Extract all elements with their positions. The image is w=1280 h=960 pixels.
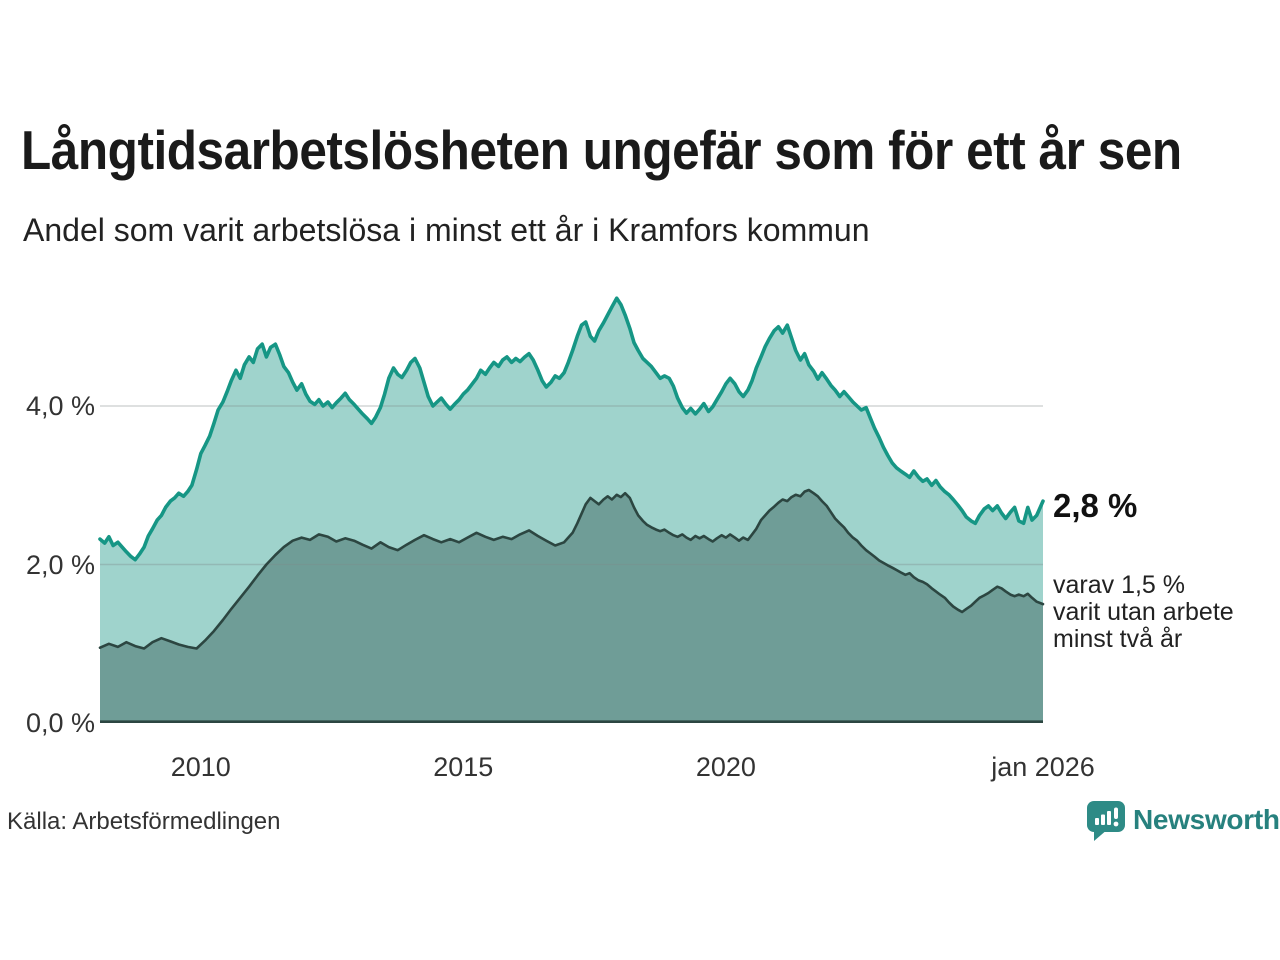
chart-title: Långtidsarbetslösheten ungefär som för e…	[21, 119, 1182, 181]
x-axis-tick-label: 2010	[170, 752, 231, 782]
chart-subtitle: Andel som varit arbetslösa i minst ett å…	[23, 212, 870, 248]
x-axis-tick-label: 2015	[433, 752, 494, 782]
area-fill-two-years	[100, 490, 1043, 723]
latest-value-label: 2,8 %	[1053, 487, 1138, 524]
series-line-total	[98, 296, 1045, 562]
x-axis-tick-label: jan 2026	[991, 752, 1095, 782]
newsworthy-logo-icon	[1087, 801, 1125, 841]
y-axis-tick-label: 4,0 %	[25, 391, 95, 421]
series-line-two-years	[98, 488, 1045, 650]
x-axis-tick-label: 2020	[695, 752, 756, 782]
y-axis-tick-label: 0,0 %	[25, 708, 95, 738]
source-label: Källa: Arbetsförmedlingen	[7, 808, 281, 835]
y-axis-tick-label: 2,0 %	[25, 549, 95, 580]
brand-name: Newsworthy	[1133, 804, 1280, 835]
latest-breakdown-label: varav 1,5 % varit utan arbete minst två …	[1053, 571, 1234, 653]
brand: Newsworthy	[1087, 801, 1280, 842]
